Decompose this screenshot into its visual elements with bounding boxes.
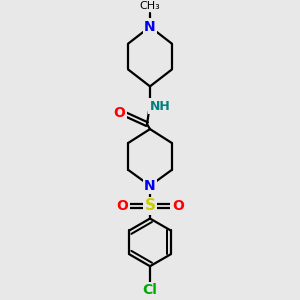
Text: N: N — [144, 179, 156, 193]
Text: O: O — [113, 106, 125, 120]
Text: NH: NH — [150, 100, 170, 113]
Text: S: S — [145, 198, 155, 213]
Text: N: N — [144, 20, 156, 34]
Text: CH₃: CH₃ — [140, 1, 160, 11]
Text: O: O — [116, 199, 128, 213]
Text: Cl: Cl — [142, 283, 158, 297]
Text: O: O — [172, 199, 184, 213]
